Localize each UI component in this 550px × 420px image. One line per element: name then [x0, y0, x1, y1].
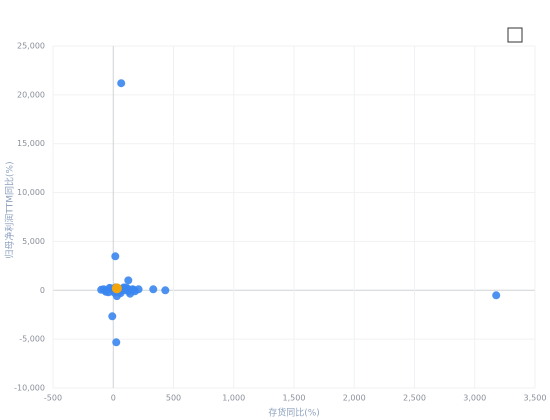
y-tick-label: -10,000 [14, 384, 45, 393]
scatter-point [492, 291, 501, 300]
y-tick-label: 20,000 [17, 90, 45, 99]
y-tick-label: 5,000 [22, 237, 45, 246]
x-tick-label: 1,000 [222, 394, 245, 403]
scatter-point [108, 312, 117, 321]
scatter-point [124, 276, 133, 285]
scatter-point [122, 283, 131, 292]
y-tick-label: 15,000 [17, 139, 45, 148]
scatter-point [111, 283, 122, 294]
x-tick-label: 0 [111, 394, 116, 403]
x-tick-label: 1,500 [283, 394, 306, 403]
scatter-point [161, 286, 170, 295]
x-tick-label: 500 [166, 394, 181, 403]
x-tick-label: 3,500 [524, 394, 547, 403]
scatter-point [99, 285, 108, 294]
x-tick-label: -500 [44, 394, 62, 403]
scatter-point [117, 79, 126, 88]
scatter-point [149, 285, 158, 294]
checkbox[interactable] [507, 27, 523, 43]
scatter-point [111, 252, 120, 261]
x-tick-label: 3,000 [463, 394, 486, 403]
y-tick-label: 0 [40, 286, 45, 295]
x-tick-label: 2,000 [343, 394, 366, 403]
scatter-point [129, 285, 138, 294]
y-axis-title: 归母净利润TTM同比(%) [4, 161, 16, 258]
x-tick-label: 2,500 [403, 394, 426, 403]
y-tick-label: 25,000 [17, 42, 45, 51]
x-axis-title: 存货同比(%) [268, 407, 320, 419]
scatter-point [112, 338, 121, 347]
y-tick-label: 10,000 [17, 188, 45, 197]
y-tick-label: -5,000 [19, 335, 45, 344]
